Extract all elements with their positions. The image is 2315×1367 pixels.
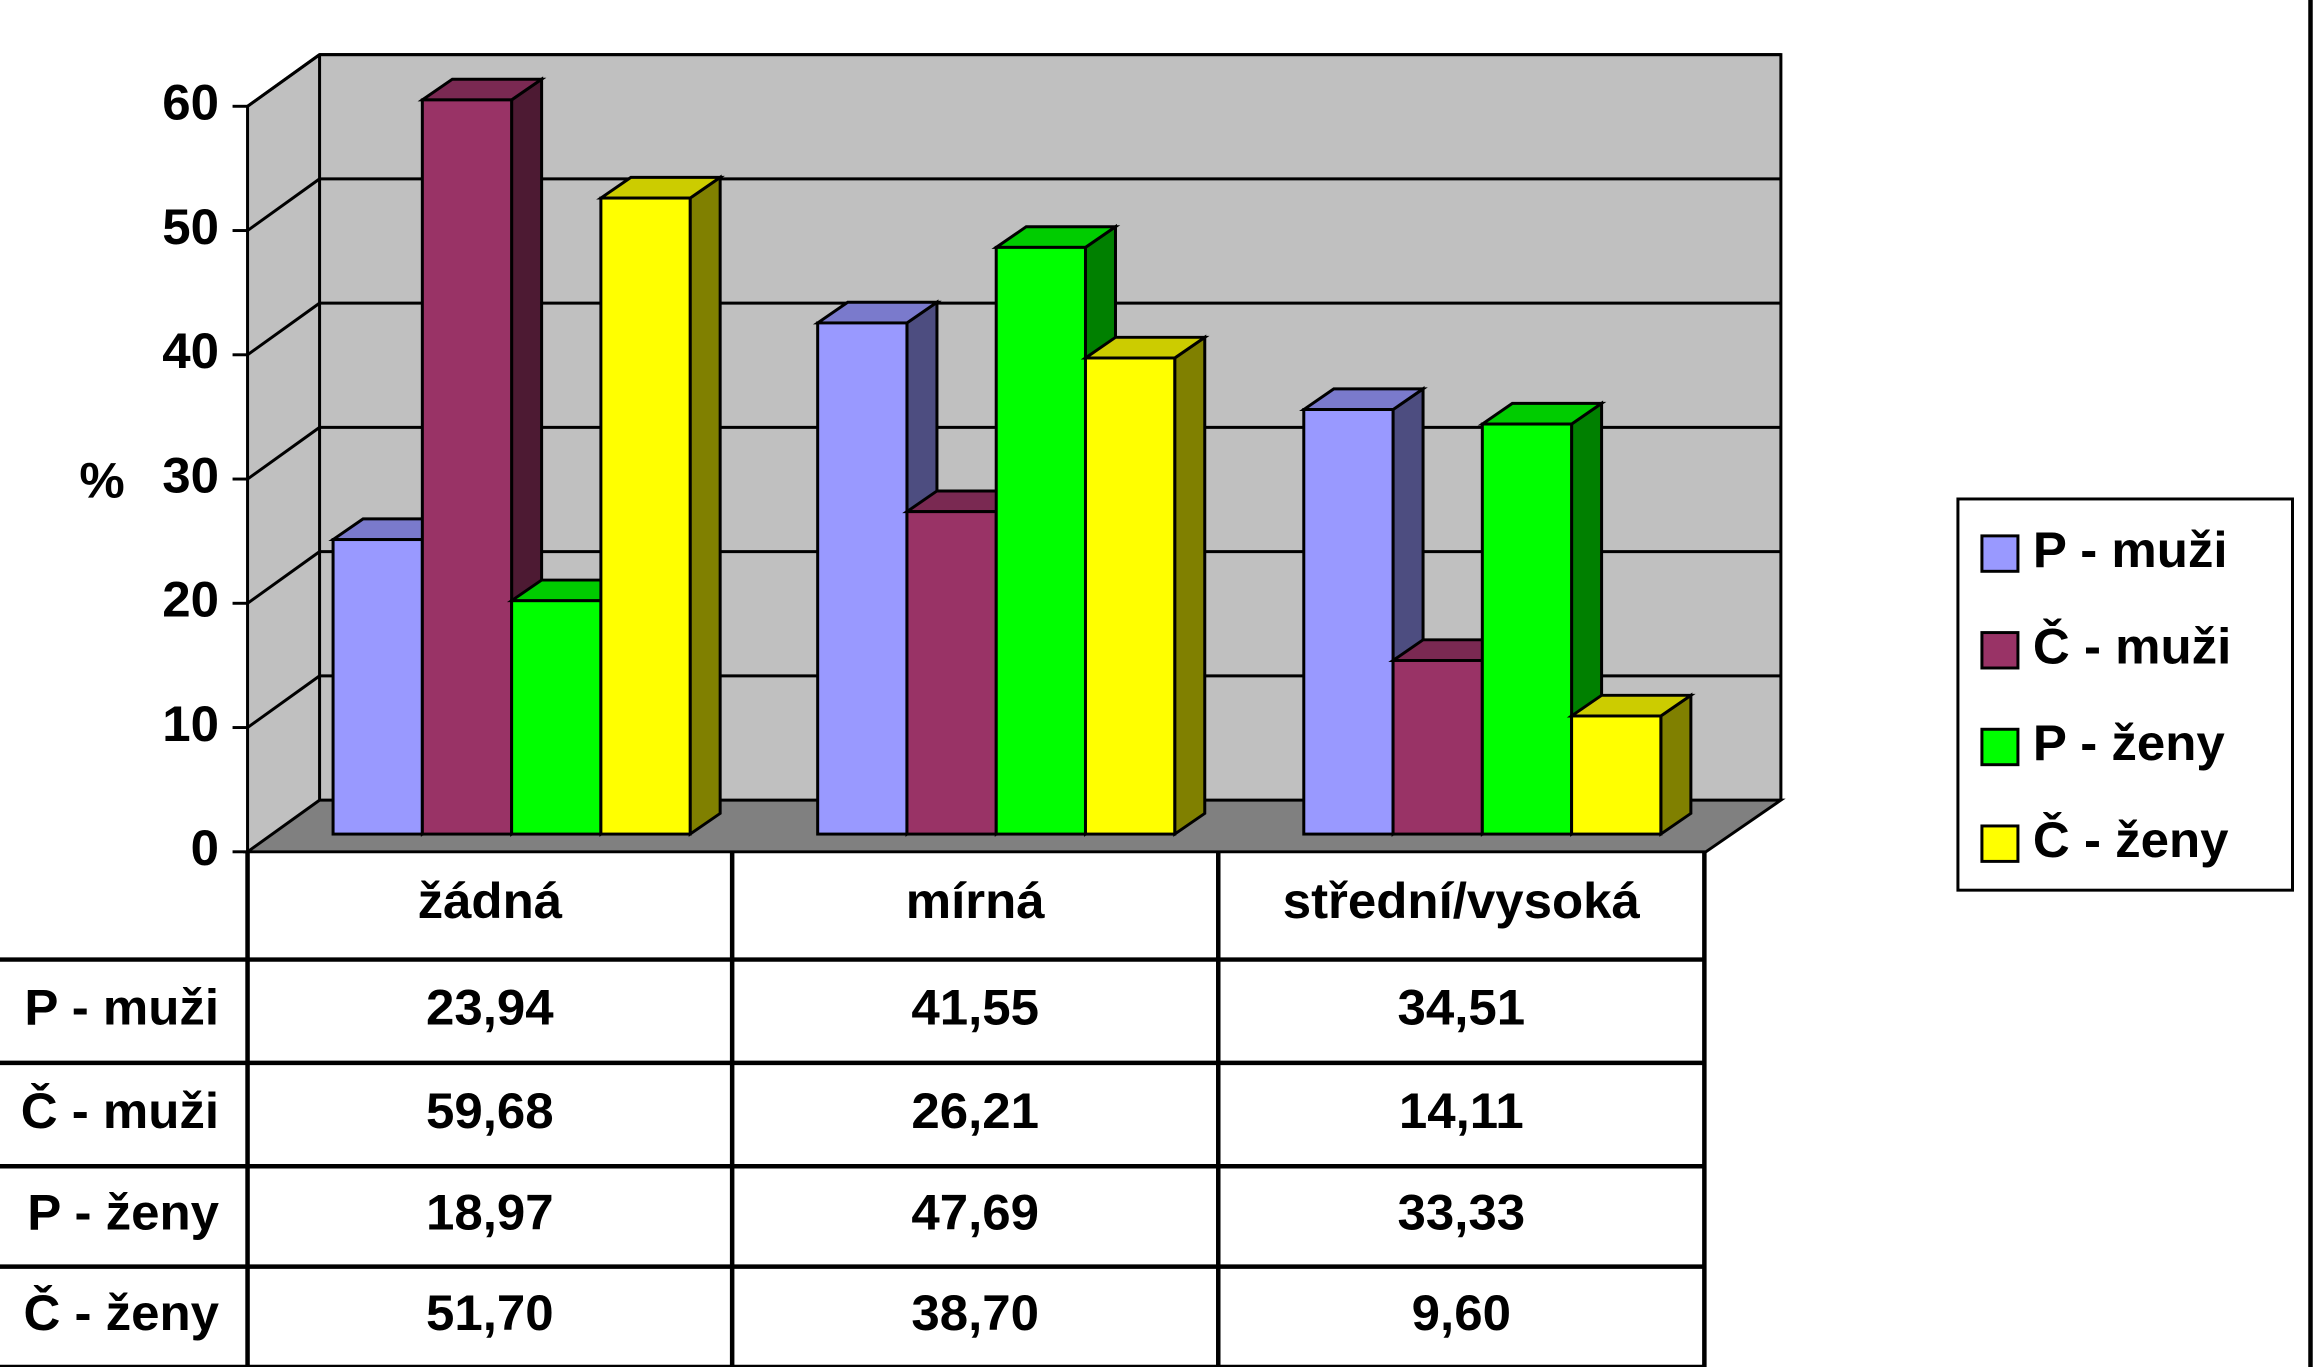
data-label: 23,94 xyxy=(426,979,554,1036)
table-row-label: P - ženy xyxy=(27,1184,219,1241)
grid-line xyxy=(246,301,321,356)
grid-line xyxy=(246,53,321,108)
bar-side xyxy=(1173,334,1207,837)
y-tick-label: 0 xyxy=(191,819,219,876)
data-label: 33,33 xyxy=(1398,1184,1526,1241)
y-tick-label: 10 xyxy=(162,695,219,752)
bar xyxy=(1391,659,1484,836)
grid-line xyxy=(246,674,321,729)
grid-line xyxy=(246,550,321,605)
bar xyxy=(994,245,1087,836)
data-label: 34,51 xyxy=(1398,979,1526,1036)
y-tick-label: 20 xyxy=(162,571,219,628)
data-label: 14,11 xyxy=(1399,1082,1524,1139)
y-tick-label: 30 xyxy=(162,447,219,504)
legend-label: P - muži xyxy=(2033,521,2228,578)
bar xyxy=(905,510,998,836)
bar xyxy=(599,196,692,836)
bar xyxy=(1083,356,1177,836)
table-row-label: P - muži xyxy=(24,979,219,1036)
legend-label: Č - muži xyxy=(2033,618,2231,675)
data-label: 41,55 xyxy=(911,979,1039,1036)
bar xyxy=(1480,422,1574,836)
x-tick-label: střední/vysoká xyxy=(1283,873,1641,930)
bar xyxy=(1302,408,1395,836)
legend-swatch xyxy=(1980,824,2020,863)
legend-swatch xyxy=(1980,631,2020,670)
bar xyxy=(816,321,909,836)
data-label: 18,97 xyxy=(426,1184,554,1241)
legend-label: Č - ženy xyxy=(2033,811,2229,868)
data-label: 59,68 xyxy=(426,1082,554,1139)
bar xyxy=(420,98,514,836)
y-tick-label: 60 xyxy=(162,74,219,131)
bar-side xyxy=(688,174,722,837)
legend-label: P - ženy xyxy=(2033,715,2225,772)
x-tick-label: žádná xyxy=(418,873,563,930)
legend-swatch xyxy=(1980,727,2020,767)
y-tick-label: 50 xyxy=(162,198,219,255)
table-row-label: Č - muži xyxy=(21,1082,219,1139)
bar-side xyxy=(1659,692,1693,837)
data-label: 9,60 xyxy=(1412,1284,1511,1341)
y-axis-label: % xyxy=(79,452,124,509)
data-label: 26,21 xyxy=(911,1082,1039,1139)
bar xyxy=(331,538,424,836)
grid-line xyxy=(246,177,321,232)
data-label: 51,70 xyxy=(426,1284,554,1341)
table-row-label: Č - ženy xyxy=(23,1284,219,1341)
bar xyxy=(1570,714,1663,836)
legend-swatch xyxy=(1980,534,2020,573)
data-label: 38,70 xyxy=(911,1284,1039,1341)
data-label: 47,69 xyxy=(911,1184,1039,1241)
x-tick-label: mírná xyxy=(906,873,1046,930)
y-tick-label: 40 xyxy=(162,322,219,379)
grid-line xyxy=(246,426,321,481)
bar xyxy=(510,599,603,836)
